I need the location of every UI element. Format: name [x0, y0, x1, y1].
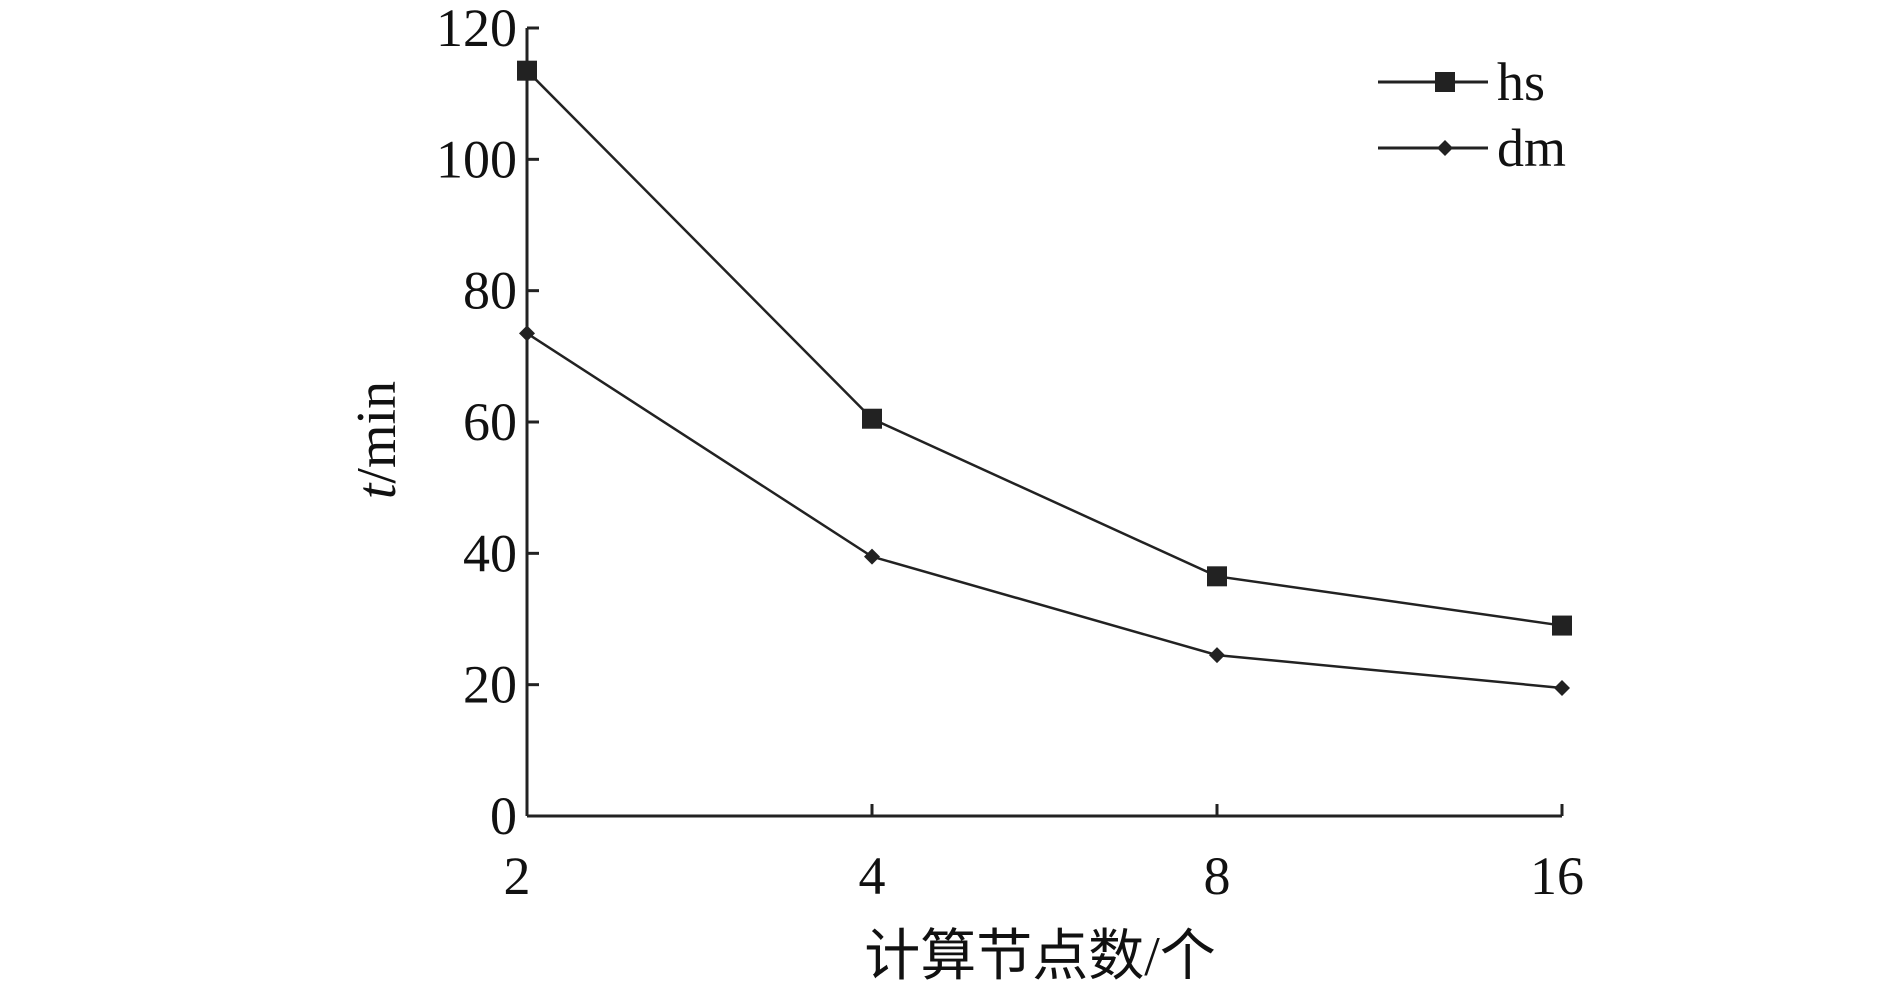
y-axis-title-unit: /min [346, 381, 408, 484]
series-layer [517, 60, 1572, 696]
series-line-dm [526, 332, 1563, 690]
y-axis-ticks: 0 20 40 60 80 100 120 [436, 0, 539, 846]
x-tick-label: 16 [1530, 846, 1584, 906]
data-point-hs [862, 408, 882, 429]
data-point-hs [517, 60, 537, 81]
x-tick-label: 8 [1204, 846, 1231, 906]
x-tick-label: 4 [859, 846, 886, 906]
y-tick-label: 40 [463, 523, 517, 583]
data-point-dm [1209, 647, 1225, 664]
y-axis-title: t/min [346, 381, 408, 499]
y-tick-label: 80 [463, 261, 517, 321]
legend-item-dm: dm [1378, 118, 1566, 178]
legend-marker [1435, 72, 1455, 92]
data-point-dm [864, 548, 880, 565]
legend-label: hs [1497, 52, 1545, 112]
legend-item-hs: hs [1378, 52, 1545, 112]
series-hs [517, 60, 1572, 636]
y-tick-label: 60 [463, 392, 517, 452]
data-point-hs [1552, 615, 1572, 636]
y-tick-label: 20 [463, 655, 517, 715]
x-axis-title: 计算节点数/个 [864, 926, 1216, 986]
x-tick-label: 2 [504, 846, 531, 906]
x-axis-ticks: 2 4 8 16 [504, 804, 1584, 906]
series-line-hs [526, 69, 1563, 627]
data-point-hs [1207, 566, 1227, 587]
y-tick-label: 100 [436, 129, 517, 189]
axes [525, 28, 1562, 818]
data-point-dm [1554, 679, 1570, 696]
legend-marker [1437, 140, 1453, 156]
y-tick-label: 0 [490, 786, 517, 846]
y-tick-label: 120 [436, 0, 517, 58]
legend-label: dm [1497, 118, 1566, 178]
series-dm [519, 325, 1570, 696]
y-axis-title-variable: t [346, 482, 408, 499]
data-point-dm [519, 325, 535, 342]
